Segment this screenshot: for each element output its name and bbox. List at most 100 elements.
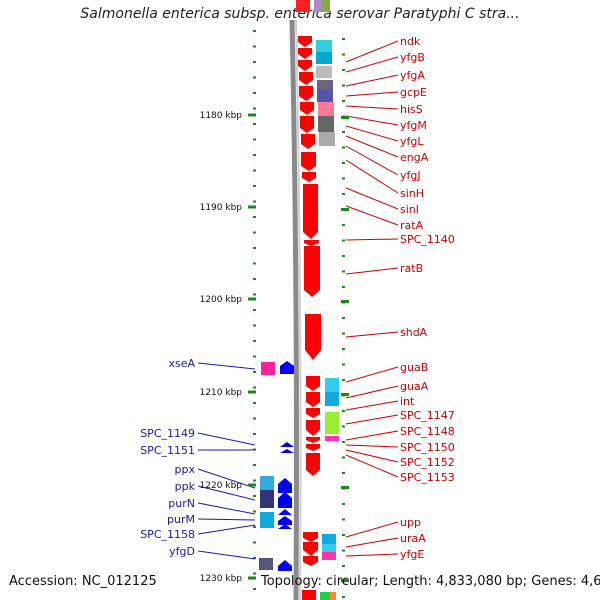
tick-label: 1230 kbp <box>200 574 243 584</box>
gene-label-gcpE: gcpE <box>400 86 427 99</box>
leader-line <box>345 400 399 411</box>
gene-label-yfgA: yfgA <box>400 69 425 82</box>
leader-line <box>345 537 399 548</box>
gene-SPC_1151 <box>280 449 294 453</box>
tick-mark-right <box>341 300 349 303</box>
leader-line <box>345 430 399 441</box>
leader-line <box>197 432 256 446</box>
gene-xseA <box>280 361 294 374</box>
gene-label-SPC_1151: SPC_1151 <box>140 444 195 457</box>
leader-line <box>345 385 399 399</box>
gene-SPC_1152 <box>306 453 320 476</box>
leader-line <box>345 105 399 110</box>
tick-mark <box>248 205 256 209</box>
feature-blocks-left <box>259 362 275 570</box>
tick-mark <box>248 113 256 117</box>
gene-ppx <box>278 478 292 493</box>
gene-label-SPC_1158: SPC_1158 <box>140 528 195 541</box>
gene-upp <box>303 532 318 542</box>
gene-SPC_1147 <box>306 420 320 436</box>
leader-line <box>197 502 256 515</box>
gene-label-ratB: ratB <box>400 262 423 275</box>
gene-SPC_1149 <box>280 442 294 447</box>
tick-mark <box>248 483 256 487</box>
leader-line <box>345 135 399 158</box>
scale-dots <box>253 30 345 598</box>
gene-uraA <box>303 542 318 556</box>
leader-line <box>345 56 399 73</box>
leader-line <box>345 115 399 126</box>
topology-text: Topology: circular; Length: 4,833,080 bp… <box>261 574 600 589</box>
gene-label-SPC_1153: SPC_1153 <box>400 471 455 484</box>
leader-line <box>345 444 399 448</box>
gene-label-xseA: xseA <box>168 357 195 370</box>
leader-line <box>345 454 399 478</box>
tick-mark-right <box>341 579 349 582</box>
tick-mark-right <box>341 116 349 119</box>
top-track-fragment <box>296 0 330 12</box>
gene-ppk <box>278 492 292 508</box>
gene-shdA <box>305 314 321 360</box>
gene-engA <box>301 134 315 149</box>
leader-line <box>197 362 256 370</box>
gene-label-engA: engA <box>400 151 429 164</box>
tick-mark <box>248 390 256 394</box>
gene-guaA <box>306 392 320 407</box>
leader-line <box>197 518 256 521</box>
leader-line <box>345 449 399 463</box>
gene-yfgD <box>278 560 292 571</box>
right-gene-labels: ndk yfgB yfgA gcpE hisS yfgM yfgL engA yfgJ sinH s… <box>345 35 455 561</box>
leader-line <box>345 238 399 241</box>
leader-line <box>345 521 399 538</box>
leader-line <box>345 125 399 142</box>
gene-yfgE <box>303 556 318 566</box>
gene-label-guaB: guaB <box>400 361 428 374</box>
leader-line <box>345 267 399 275</box>
leader-line <box>345 331 399 338</box>
gene-label-upp: upp <box>400 516 421 529</box>
gene-label-yfgB: yfgB <box>400 51 425 64</box>
leader-line <box>345 91 399 97</box>
genome-backbone-shadow <box>295 19 302 600</box>
gene-yfgM <box>300 102 314 115</box>
gene-label-yfgD: yfgD <box>169 545 195 558</box>
leader-line <box>345 74 399 87</box>
tick-mark-right <box>341 393 349 396</box>
gene-sinH <box>302 172 316 182</box>
gene-hisS <box>299 86 313 101</box>
leader-line <box>197 524 256 535</box>
leader-line <box>345 553 399 557</box>
gene-yfgJ <box>301 152 316 171</box>
forward-genes <box>298 36 321 600</box>
tick-mark-right <box>341 208 349 211</box>
leader-line <box>345 187 399 210</box>
leader-line <box>345 40 399 63</box>
gene-sinI <box>303 184 318 239</box>
gene-label-yfgJ: yfgJ <box>400 169 421 182</box>
gene-ratB <box>304 246 320 297</box>
leader-line <box>345 366 399 383</box>
leader-line <box>197 468 256 489</box>
gene-label-SPC_1148: SPC_1148 <box>400 425 455 438</box>
feature-blocks-right <box>316 40 339 600</box>
gene-SPC_1148 <box>306 437 320 443</box>
gene-label-ndk: ndk <box>400 35 421 48</box>
tick-mark <box>248 297 256 301</box>
gene-ratA <box>304 240 319 246</box>
tick-mark <box>248 576 256 580</box>
gene-label-ppk: ppk <box>175 480 196 493</box>
gene-yfgA <box>298 60 312 71</box>
gene-label-purM: purM <box>167 513 195 526</box>
tick-label: 1180 kbp <box>200 111 243 121</box>
leader-line <box>345 205 399 226</box>
gene-guaB <box>306 376 320 391</box>
map-title: Salmonella enterica subsp. enterica sero… <box>80 6 520 22</box>
gene-ndk <box>298 36 312 47</box>
gene-purM <box>278 516 292 525</box>
gene-label-guaA: guaA <box>400 380 429 393</box>
gene-label-ratA: ratA <box>400 219 424 232</box>
gene-label-yfgL: yfgL <box>400 135 424 148</box>
gene-label-int: int <box>400 395 415 408</box>
kbp-ticks: 1180 kbp 1190 kbp 1200 kbp 1210 kbp 1220 kbp… <box>200 111 349 584</box>
